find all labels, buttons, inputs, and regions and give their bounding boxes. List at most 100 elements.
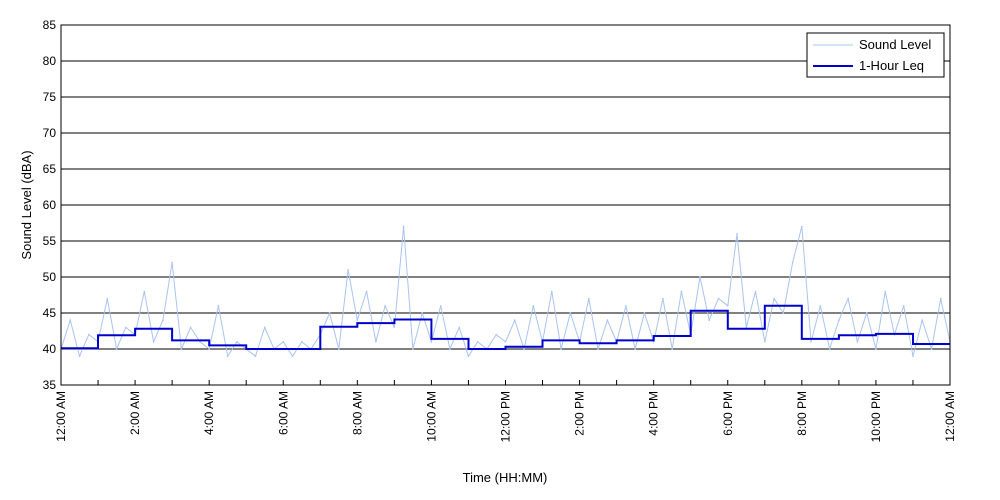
data-point-sound-level — [569, 312, 572, 314]
legend: Sound Level 1-Hour Leq — [806, 32, 945, 78]
y-tick-label: 80 — [43, 54, 57, 68]
y-tick-label: 40 — [43, 342, 57, 356]
y-tick-label: 70 — [43, 126, 57, 140]
data-point-sound-level — [282, 341, 285, 343]
data-point-sound-level — [162, 319, 164, 322]
data-point-sound-level — [588, 297, 590, 300]
data-point-sound-level — [291, 355, 294, 358]
x-tick-label: 4:00 AM — [202, 391, 216, 435]
data-point-sound-level — [625, 305, 627, 307]
data-point-sound-level — [671, 348, 673, 350]
data-point-sound-level — [69, 319, 72, 322]
data-point-sound-level — [356, 319, 359, 322]
data-point-sound-level — [875, 348, 877, 350]
data-point-sound-level — [300, 341, 303, 343]
data-point-sound-level — [726, 305, 729, 307]
data-point-sound-level — [115, 348, 118, 350]
data-point-sound-level — [810, 341, 812, 343]
data-point-sound-level — [143, 290, 146, 293]
y-axis-label: Sound Level (dBA) — [19, 150, 34, 259]
data-point-sound-level — [939, 297, 942, 300]
data-point-sound-level — [791, 261, 794, 264]
data-point-sound-level — [662, 297, 664, 300]
data-point-sound-level — [856, 341, 859, 343]
data-point-sound-level — [782, 312, 785, 314]
y-tick-label: 60 — [43, 198, 57, 212]
data-point-sound-level — [680, 290, 683, 293]
data-point-sound-level — [87, 333, 90, 336]
x-tick-label: 8:00 AM — [350, 391, 364, 435]
data-point-sound-level — [217, 305, 220, 307]
x-tick-label: 2:00 PM — [573, 391, 587, 436]
data-point-sound-level — [819, 305, 822, 307]
series-group — [60, 225, 951, 358]
data-point-sound-level — [439, 305, 442, 307]
data-point-sound-level — [393, 326, 396, 329]
data-point-sound-level — [208, 348, 210, 350]
data-point-sound-level — [634, 348, 636, 350]
data-point-sound-level — [449, 348, 451, 350]
data-point-sound-level — [763, 341, 766, 343]
x-tick-label: 2:00 AM — [128, 391, 142, 435]
data-point-sound-level — [430, 341, 433, 343]
data-point-sound-level — [254, 355, 257, 358]
data-point-sound-level — [930, 348, 933, 350]
data-point-sound-level — [921, 319, 924, 322]
data-point-sound-level — [643, 312, 646, 314]
x-tick-label: 12:00 AM — [943, 391, 957, 442]
legend-label-1-hour-leq: 1-Hour Leq — [859, 58, 924, 73]
y-tick-label: 85 — [43, 18, 57, 32]
x-axis: 12:00 AM 2:00 AM 4:00 AM 6:00 AM 8:00 AM 10:0… — [54, 380, 957, 442]
data-point-sound-level — [338, 348, 340, 350]
y-tick-label: 45 — [43, 306, 57, 320]
data-point-sound-level — [171, 261, 173, 264]
data-point-sound-level — [699, 276, 701, 278]
data-point-sound-level — [125, 326, 127, 329]
legend-box — [806, 32, 945, 78]
x-tick-label: 8:00 PM — [795, 391, 809, 436]
y-tick-label: 75 — [43, 90, 57, 104]
x-axis-label: Time (HH:MM) — [463, 470, 548, 485]
data-point-sound-level — [773, 297, 775, 300]
data-point-sound-level — [754, 290, 757, 293]
series-1-hour-leq-line — [61, 304, 950, 350]
data-point-sound-level — [847, 297, 849, 300]
data-point-sound-level — [476, 341, 479, 343]
data-point-sound-level — [467, 355, 470, 358]
x-tick-label: 4:00 PM — [647, 391, 661, 436]
data-point-sound-level — [597, 348, 599, 350]
x-tick-label: 10:00 AM — [424, 391, 438, 442]
data-point-sound-level — [347, 269, 349, 271]
data-point-sound-level — [513, 319, 516, 322]
data-point-sound-level — [606, 319, 609, 322]
y-tick-label: 35 — [43, 378, 57, 392]
data-point-sound-level — [402, 225, 405, 228]
data-point-sound-level — [902, 305, 905, 307]
data-point-sound-level — [365, 290, 368, 293]
data-point-sound-level — [523, 348, 525, 350]
x-tick-label: 6:00 PM — [721, 391, 735, 436]
y-tick-label: 50 — [43, 270, 57, 284]
data-point-sound-level — [560, 348, 562, 350]
data-point-sound-level — [551, 290, 553, 293]
data-point-sound-level — [865, 312, 868, 314]
data-point-sound-level — [838, 319, 840, 322]
data-point-sound-level — [736, 233, 738, 235]
data-point-sound-level — [78, 355, 81, 358]
data-point-sound-level — [384, 305, 386, 307]
x-tick-label: 10:00 PM — [869, 391, 883, 442]
data-point-sound-level — [828, 348, 831, 350]
data-point-sound-level — [532, 305, 535, 307]
data-point-sound-level — [180, 348, 183, 350]
data-point-sound-level — [189, 326, 192, 329]
data-point-sound-level — [328, 312, 331, 314]
data-point-sound-level — [717, 297, 720, 300]
data-point-sound-level — [912, 355, 914, 358]
data-point-sound-level — [412, 348, 414, 350]
x-tick-label: 12:00 AM — [54, 391, 68, 442]
data-point-sound-level — [375, 341, 377, 343]
x-tick-label: 12:00 PM — [499, 391, 513, 442]
data-point-sound-level — [236, 341, 238, 343]
y-axis: 35 40 45 50 55 60 65 70 75 80 85 — [43, 18, 66, 392]
